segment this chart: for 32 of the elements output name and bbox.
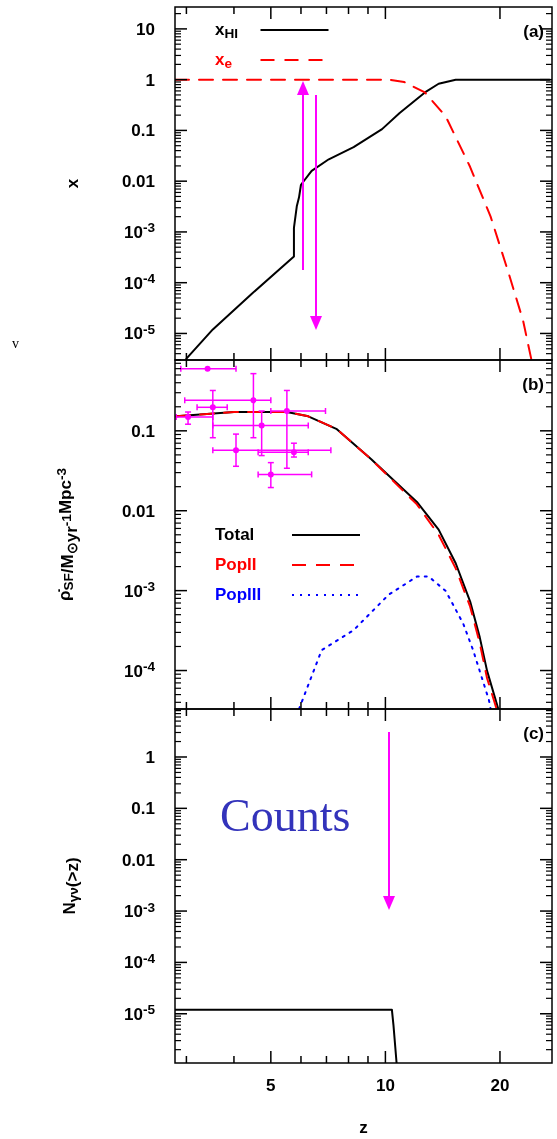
legend-label: PopII <box>215 555 257 574</box>
legend-label: Total <box>215 525 255 544</box>
y-tick-label: 10$^{-5}$ <box>123 322 156 344</box>
y-tick-label: 0.1 <box>131 121 155 141</box>
y-tick-label: 10$^{-4}$ <box>123 659 156 681</box>
y-tick-label: 10 <box>136 19 155 39</box>
y-tick-label: 10$^{-3}$ <box>123 899 156 922</box>
y-tick-label: 10$^{-3}$ <box>123 579 156 601</box>
x-tick-label: 5 <box>266 1076 276 1095</box>
y-tick-label: 0.1 <box>131 799 155 819</box>
x-tick-label: 10 <box>375 1076 395 1095</box>
y-tick-label: 10$^{-4}$ <box>123 950 156 973</box>
y-tick-label: 10$^{-5}$ <box>123 1002 156 1024</box>
y-tick-label: 1 <box>145 70 155 90</box>
y-axis-title: x <box>63 178 82 189</box>
x-tick-label: 20 <box>490 1076 510 1095</box>
text: (a) <box>523 22 544 41</box>
y-tick-label: 0.1 <box>131 421 155 441</box>
y-tick-label: 10$^{-3}$ <box>123 220 156 242</box>
legend-label: PopIII <box>215 585 262 604</box>
y-tick-label: 0.01 <box>121 501 155 521</box>
annotation: Counts <box>220 790 351 841</box>
text: (c) <box>523 724 544 743</box>
y-tick-label: 0.01 <box>121 172 155 192</box>
legend-label: x$_{HI}$ <box>215 20 239 42</box>
y-tick-label: 1 <box>145 747 155 767</box>
y-tick-label: 10$^{-4}$ <box>123 271 156 293</box>
y-tick-label: 0.01 <box>121 850 155 870</box>
x-axis-title: z <box>359 1118 368 1137</box>
legend-label: x$_{e}$ <box>215 50 233 72</box>
text: v <box>12 336 19 351</box>
text: (b) <box>522 375 544 394</box>
